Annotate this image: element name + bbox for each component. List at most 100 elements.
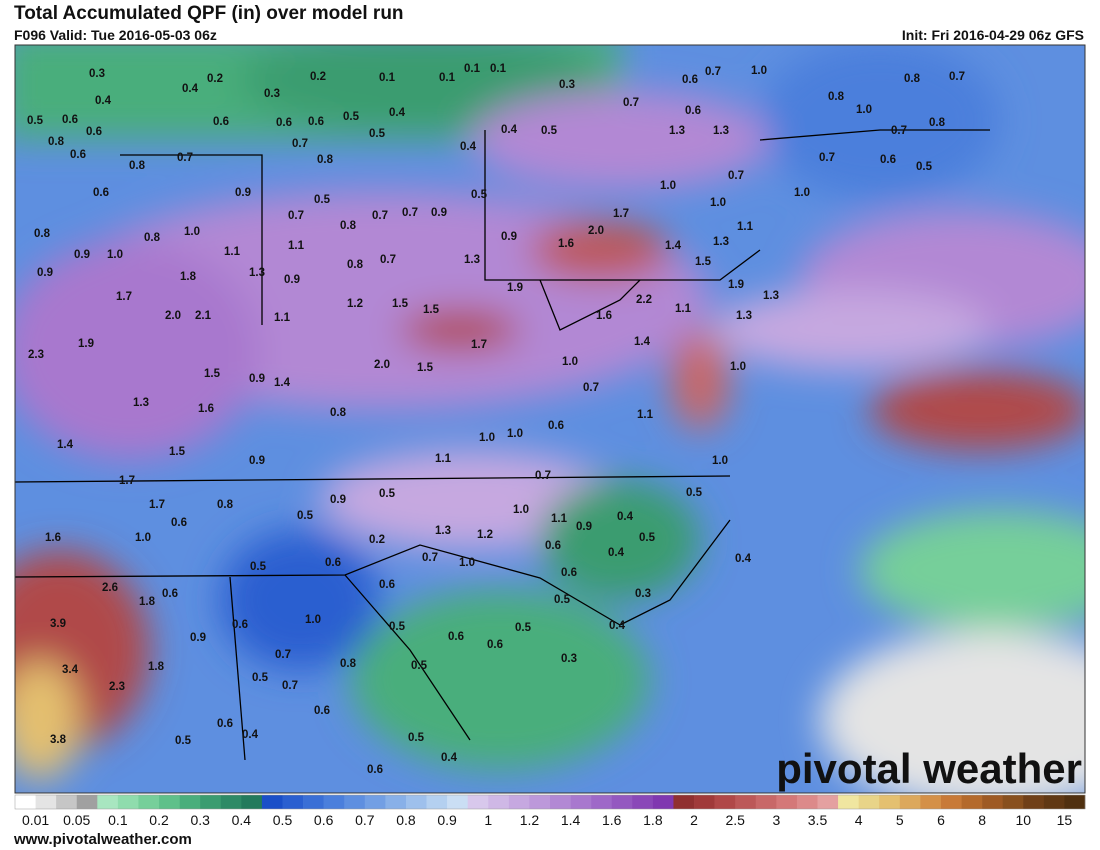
value-label: 0.7 [623,97,639,109]
value-label: 0.7 [705,66,721,78]
colorbar: 0.01 0.05 0.1 0.2 0.3 0.4 0.5 0.6 0.7 0.8 0.9 1 1.2 1… [14,794,1086,828]
colorbar-label: 5 [896,812,904,828]
value-label: 0.6 [314,705,330,717]
value-label: 3.4 [62,664,79,676]
value-label: 1.3 [464,254,480,266]
value-label: 1.1 [435,453,452,465]
precip-field [15,45,1085,793]
colorbar-label: 0.1 [108,812,128,828]
value-label: 0.5 [541,125,558,137]
value-label: 0.5 [554,594,571,606]
value-label: 0.5 [686,487,703,499]
value-label: 0.7 [372,210,388,222]
value-label: 0.9 [249,373,265,385]
value-label: 0.5 [250,561,267,573]
value-label: 0.5 [27,115,44,127]
value-label: 0.1 [464,63,481,75]
color-swatch [220,795,242,809]
color-swatch [117,795,139,809]
color-swatch [261,795,283,809]
value-label: 0.6 [880,154,896,166]
value-label: 0.8 [317,154,334,166]
value-label: 1.1 [551,513,568,525]
color-swatch [364,795,386,809]
value-label: 0.9 [249,455,265,467]
value-label: 0.4 [441,752,458,764]
color-swatch [282,795,304,809]
value-label: 1.4 [274,377,291,389]
value-label: 0.1 [379,72,396,84]
value-label: 0.1 [439,72,456,84]
value-label: 3.8 [50,734,67,746]
value-label: 1.3 [133,397,149,409]
valid-time: F096 Valid: Tue 2016-05-03 06z [14,27,217,43]
value-label: 2.3 [28,349,44,361]
value-label: 0.4 [182,83,199,95]
color-swatch [97,795,119,809]
color-swatch [1064,795,1086,809]
value-label: 0.3 [561,653,577,665]
value-label: 1.1 [637,409,654,421]
colorbar-label: 0.6 [314,812,334,828]
value-label: 0.7 [949,71,965,83]
value-label: 1.1 [288,240,305,252]
colorbar-label: 0.8 [396,812,416,828]
color-swatch [673,795,695,809]
value-label: 0.9 [235,187,251,199]
color-swatch [179,795,201,809]
value-label: 0.3 [89,68,105,80]
value-label: 0.8 [34,228,51,240]
value-label: 0.4 [609,620,626,632]
color-swatch [241,795,263,809]
value-label: 2.3 [109,681,125,693]
value-label: 1.5 [417,362,434,374]
color-swatch [76,795,98,809]
color-swatch [15,795,36,809]
footer: www.pivotalweather.com [14,831,192,848]
value-label: 1.0 [184,226,200,238]
value-label: 0.6 [545,540,561,552]
value-label: 1.6 [198,403,214,415]
value-label: 0.5 [411,660,428,672]
colorbar-label: 1.2 [520,812,540,828]
value-label: 1.2 [477,529,493,541]
value-label: 0.6 [561,567,577,579]
value-label: 0.5 [314,194,331,206]
value-label: 1.8 [180,271,197,283]
color-swatch [200,795,222,809]
value-label: 2.6 [102,582,118,594]
value-label: 0.9 [74,249,90,261]
color-swatch [961,795,983,809]
value-label: 1.3 [763,290,779,302]
value-label: 0.5 [515,622,532,634]
colorbar-label: 4 [855,812,863,828]
value-label: 1.4 [57,439,74,451]
value-label: 0.7 [728,170,744,182]
value-label: 1.7 [471,339,487,351]
value-label: 3.9 [50,618,66,630]
value-label: 0.6 [171,517,187,529]
value-label: 0.6 [325,557,341,569]
value-label: 0.2 [310,71,326,83]
value-label: 1.0 [730,361,746,373]
color-swatch [138,795,160,809]
value-label: 1.3 [249,267,265,279]
value-label: 0.5 [916,161,933,173]
value-label: 0.5 [389,621,406,633]
value-label: 1.3 [435,525,451,537]
value-label: 0.4 [95,95,112,107]
colorbar-label: 1 [484,812,492,828]
colorbar-label: 3 [772,812,780,828]
value-label: 2.2 [636,294,652,306]
value-label: 0.4 [617,511,634,523]
color-swatch [694,795,715,809]
value-label: 1.5 [169,446,186,458]
colorbar-label: 0.2 [149,812,169,828]
color-swatch [940,795,962,809]
value-label: 1.0 [562,356,578,368]
value-label: 0.9 [37,267,53,279]
color-swatch [817,795,839,809]
value-label: 0.6 [86,126,102,138]
value-label: 0.6 [379,579,395,591]
value-label: 1.6 [45,532,61,544]
